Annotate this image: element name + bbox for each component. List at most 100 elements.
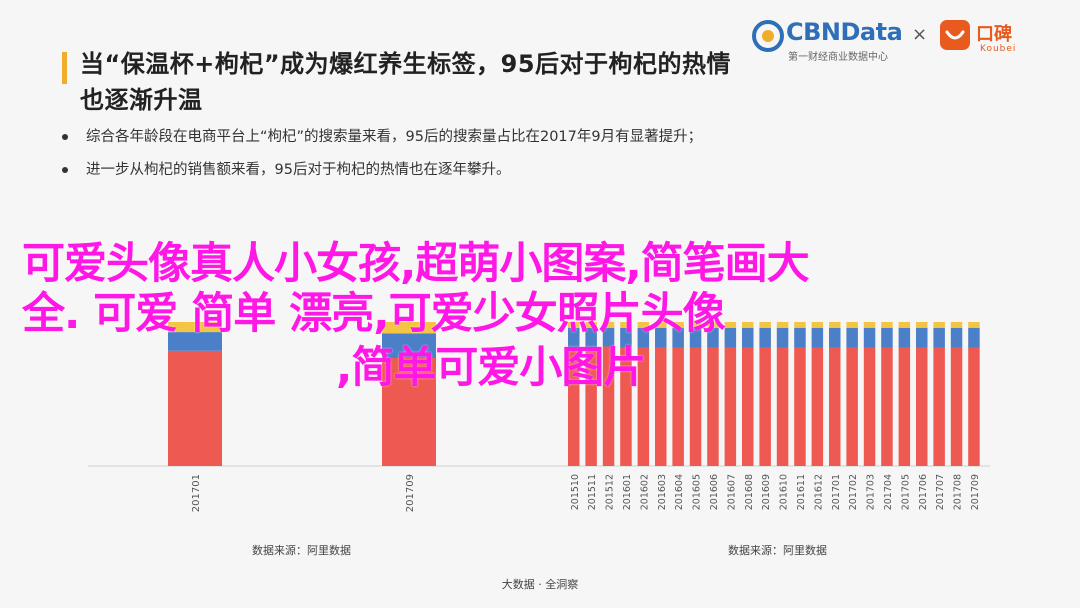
chart2-tick-label: 201604: [674, 474, 685, 510]
chart2-bar-201603-seg2: [655, 322, 667, 328]
chart2-tick-label: 201606: [709, 474, 720, 510]
overlay-text-line2: 全. 可爱 简单 漂亮,可爱少女照片头像: [22, 289, 726, 339]
chart2-bar-201604-seg0: [672, 347, 684, 466]
headline-line1: 当“保温杯+枸杞”成为爆红养生标签，95后对于枸杞的热情: [80, 50, 732, 78]
chart2-bar-201512-seg1: [602, 327, 615, 347]
koubei-logo-icon: [940, 20, 970, 50]
chart2-bar-201601-seg1: [620, 327, 632, 348]
chart1-source: 数据来源：阿里数据: [252, 544, 351, 557]
chart2-bar-201605-seg0: [689, 347, 702, 466]
chart2-bar-201706-seg0: [916, 347, 928, 466]
chart2-bar-201602-seg1: [637, 327, 650, 348]
overlay-text-line1: 可爱头像真人小女孩,超萌小图案,简笔画大: [22, 239, 810, 289]
chart2-bar-201606-seg1: [707, 327, 719, 348]
cbndata-subtitle: 第一财经商业数据中心: [788, 52, 888, 63]
cbndata-name: CBNData: [786, 18, 903, 46]
chart2-tick-label: 201511: [587, 474, 598, 510]
chart2-bar-201511-seg0: [585, 347, 597, 466]
chart2-bar-201708-seg0: [950, 347, 963, 466]
chart2-bar-201602-seg2: [637, 322, 650, 328]
chart2-bar-201609-seg2: [759, 322, 771, 328]
koubei-name: 口碑: [976, 24, 1012, 45]
chart2-bar-201605-seg2: [689, 322, 702, 328]
bullet-text: 综合各年龄段在电商平台上“枸杞”的搜索量来看，95后的搜索量占比在2017年9月…: [86, 129, 703, 145]
chart1-bar-201701-seg0: [168, 350, 222, 466]
chart2-bar-201709-seg0: [968, 347, 980, 466]
chart2-bar-201609-seg0: [759, 347, 771, 466]
chart2-tick-label: 201611: [796, 474, 807, 510]
chart2-bar-201703-seg0: [863, 347, 876, 466]
chart2-bar-201606-seg0: [707, 347, 719, 466]
overlay-text-line3: ,简单可爱小图片: [336, 343, 646, 393]
chart1-bar-201701-seg1: [168, 332, 222, 351]
chart1-tick-label: 201709: [405, 474, 416, 512]
chart1-bar-201709-seg1: [382, 333, 436, 358]
chart2-bar-201605-seg1: [689, 327, 702, 348]
chart2-bar-201607-seg1: [724, 327, 737, 348]
chart2-bar-201608-seg0: [742, 347, 754, 466]
chart2-tick-label: 201708: [953, 474, 964, 510]
chart2-tick-label: 201707: [935, 474, 946, 510]
chart2-source: 数据来源：阿里数据: [728, 544, 827, 557]
cbndata-logo-icon: [752, 20, 784, 52]
chart2-bar-201603-seg1: [655, 327, 667, 348]
chart2-bar-201607-seg0: [724, 347, 737, 466]
chart2-bar-201604-seg1: [672, 327, 684, 348]
chart2-bar-201609-seg1: [759, 327, 771, 348]
chart2-tick-label: 201607: [726, 474, 737, 510]
chart2-bar-201707-seg1: [933, 327, 945, 348]
chart2-tick-label: 201706: [918, 474, 929, 510]
chart2-bar-201709-seg2: [968, 322, 980, 328]
chart2-bar-201705-seg0: [898, 347, 911, 466]
brand-separator: ×: [912, 24, 928, 45]
chart2-bar-201610-seg2: [776, 322, 789, 328]
koubei-english: Koubei: [980, 44, 1017, 54]
chart2-bar-201703-seg1: [863, 327, 876, 348]
chart2-bar-201608-seg1: [742, 327, 754, 348]
chart2-bar-201607-seg2: [724, 322, 737, 328]
chart2-bar-201704-seg1: [881, 327, 893, 348]
chart2-tick-label: 201603: [657, 474, 668, 510]
chart2-tick-label: 201608: [744, 474, 755, 510]
chart2-bar-201608-seg2: [742, 322, 754, 328]
chart2-bar-201702-seg1: [846, 327, 858, 348]
chart2-bar-201601-seg2: [620, 322, 632, 328]
footer-slogan: 大数据 · 全洞察: [501, 578, 579, 591]
headline-line2: 也逐渐升温: [80, 86, 203, 114]
chart2-tick-label: 201701: [831, 474, 842, 510]
chart2-tick-label: 201705: [900, 474, 911, 510]
chart2-bar-201612-seg0: [811, 347, 824, 466]
chart2-tick-label: 201704: [883, 474, 894, 510]
chart2-bar-201602-seg0: [637, 347, 650, 466]
chart2-tick-label: 201703: [866, 474, 877, 510]
chart2-bar-201511-seg1: [585, 327, 597, 348]
chart1-bar-201709-seg0: [382, 358, 436, 466]
bullet-item: 进一步从枸杞的销售额来看，95后对于枸杞的热情也在逐年攀升。: [62, 160, 962, 180]
chart2-tick-label: 201602: [639, 474, 650, 510]
chart2-bar-201705-seg1: [898, 327, 911, 348]
chart2-bar-201611-seg0: [794, 347, 806, 466]
chart2-bar-201512-seg2: [602, 322, 615, 328]
chart2-bar-201703-seg2: [863, 322, 876, 328]
chart2-tick-label: 201612: [813, 474, 824, 510]
chart2-bar-201603-seg0: [655, 347, 667, 466]
chart2-bar-201511-seg2: [585, 322, 597, 328]
chart2-bar-201510-seg0: [568, 347, 580, 466]
chart2-bar-201510-seg1: [568, 327, 580, 348]
chart2-bar-201708-seg1: [950, 327, 963, 348]
chart2-bar-201705-seg2: [898, 322, 911, 328]
chart2-tick-label: 201610: [779, 474, 790, 510]
headline: 当“保温杯+枸杞”成为爆红养生标签，95后对于枸杞的热情 也逐渐升温: [80, 46, 800, 118]
chart2-tick-label: 201605: [692, 474, 703, 510]
chart2-tick-label: 201609: [761, 474, 772, 510]
chart2-bar-201604-seg2: [672, 322, 684, 328]
chart2-bar-201606-seg2: [707, 322, 719, 328]
brand-logos: CBNData 第一财经商业数据中心 × 口碑 Koubei: [744, 16, 1044, 63]
bullet-item: 综合各年龄段在电商平台上“枸杞”的搜索量来看，95后的搜索量占比在2017年9月…: [62, 127, 962, 147]
chart2-bar-201707-seg0: [933, 347, 945, 466]
title-accent-bar: [62, 52, 67, 84]
chart2-bar-201701-seg2: [829, 322, 841, 328]
chart2-bar-201512-seg0: [602, 346, 615, 466]
bullet-list: 综合各年龄段在电商平台上“枸杞”的搜索量来看，95后的搜索量占比在2017年9月…: [62, 127, 962, 193]
